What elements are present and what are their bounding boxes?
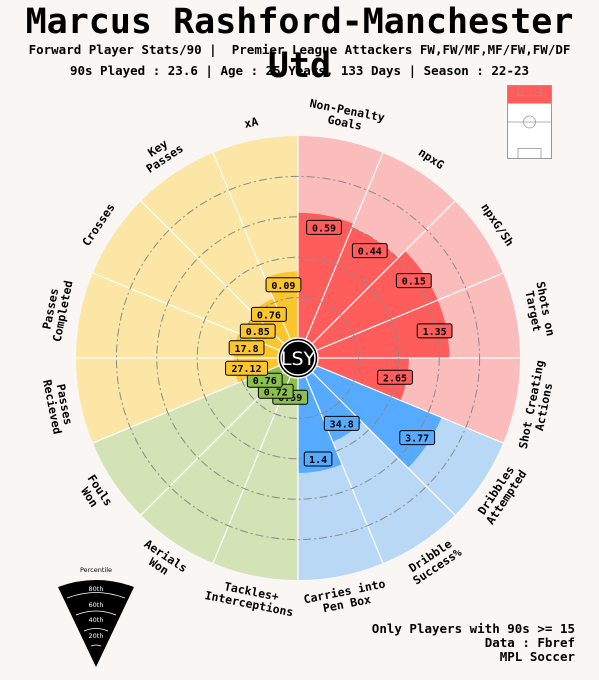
- value-label-box: [250, 306, 287, 322]
- value-label-text: 0.44: [358, 247, 382, 258]
- bg-slice-passes-completed: [76, 273, 280, 358]
- spoke-line: [311, 371, 456, 516]
- gridline-60: [156, 216, 440, 500]
- value-label-text: 1.35: [423, 327, 447, 338]
- value-label-text: 0.76: [253, 376, 277, 387]
- category-label-xa: xA: [243, 114, 259, 130]
- footer-filter-note: Only Players with 90s >= 15: [371, 621, 575, 636]
- bg-slice-aerials-won: [141, 372, 291, 564]
- value-label-box: [323, 415, 360, 431]
- value-label-box: [265, 277, 302, 293]
- value-label-text: 0.15: [402, 277, 426, 288]
- value-label-text: 34.8: [330, 419, 354, 430]
- value-label-crosses: 0.85: [239, 323, 276, 339]
- legend-level-60: 60th: [89, 601, 104, 609]
- footer-credit: MPL Soccer: [499, 649, 575, 664]
- value-label-passes-recieved: 27.12: [225, 360, 269, 376]
- value-label-dribble-success: 34.8: [323, 415, 360, 431]
- legend-level-80: 80th: [89, 585, 104, 593]
- value-label-npxg-sh: 0.15: [395, 273, 432, 289]
- value-label-text: 0.59: [312, 223, 336, 234]
- legend-title: Percentile: [80, 566, 112, 574]
- page-title: Marcus Rashford-Manchester Utd: [25, 2, 574, 86]
- spoke-line: [311, 200, 456, 345]
- percentile-legend: Percentile 80th 60th 40th 20th: [58, 566, 134, 667]
- category-label-key-passes: KeyPasses: [137, 131, 186, 176]
- bg-slice-passes-recieved: [76, 358, 280, 443]
- value-label-text: 3.77: [405, 434, 429, 445]
- value-label-text: 0.76: [257, 310, 281, 321]
- footer-data-source: Data : Fbref: [484, 635, 575, 650]
- value-label-shot-creating-actions: 2.65: [377, 369, 413, 385]
- value-label-box: [225, 360, 269, 376]
- category-label-shots-on-target: Shots onTarget: [521, 280, 558, 340]
- spoke-line: [305, 376, 384, 564]
- value-label-text: 2.65: [383, 373, 407, 384]
- value-label-key-passes: 0.76: [250, 306, 287, 322]
- category-label-line: xA: [243, 114, 259, 130]
- value-label-box: [351, 243, 388, 259]
- value-label-text: 1.4: [309, 455, 327, 466]
- value-label-text: 17.8: [235, 344, 259, 355]
- category-label-line: Goals: [326, 112, 363, 132]
- value-label-dribbles-attempted: 3.77: [399, 430, 436, 446]
- value-label-non-penalty-goals: 0.59: [306, 219, 342, 235]
- bg-slice-fouls-won: [92, 365, 284, 515]
- spoke-line: [212, 376, 291, 564]
- bar-carries-into-pen-box: [298, 376, 342, 473]
- bar-shot-creating-actions: [316, 358, 409, 401]
- gridline-80: [115, 175, 481, 541]
- value-label-text: 0.72: [264, 387, 288, 398]
- value-label-shots-on-target: 1.35: [416, 323, 453, 339]
- bg-slice-crosses: [92, 201, 284, 351]
- bg-slice-key-passes: [141, 152, 291, 344]
- value-label-text: 0.09: [271, 281, 295, 292]
- value-label-box: [399, 430, 436, 446]
- category-label-line: npxG: [416, 145, 447, 172]
- spoke-line: [305, 152, 384, 340]
- value-label-box: [239, 323, 276, 339]
- subtitle-competition: Forward Player Stats/90 | Premier League…: [28, 42, 571, 57]
- gridline-40: [196, 256, 400, 460]
- legend-level-40: 40th: [89, 616, 104, 624]
- bar-shots-on-target: [316, 300, 450, 358]
- category-label-fouls-won: FoulsWon: [74, 472, 115, 516]
- value-label-box: [377, 369, 413, 385]
- category-label-npxg: npxG: [416, 145, 447, 172]
- value-label-xa: 0.09: [265, 277, 302, 293]
- gridline-20: [237, 297, 359, 419]
- bg-slice-tackles-interceptions: [213, 376, 298, 580]
- value-label-npxg: 0.44: [351, 243, 388, 259]
- value-label-box: [395, 273, 432, 289]
- category-label-non-penalty-goals: Non-PenaltyGoals: [306, 96, 386, 137]
- value-label-box: [416, 323, 453, 339]
- category-label-passes-completed: PassesCompleted: [37, 277, 75, 343]
- spoke-line: [316, 365, 504, 444]
- center-ring: [280, 340, 316, 376]
- pitch-position-icon: [507, 85, 552, 159]
- value-label-carries-into-pen-box: 1.4: [303, 451, 333, 467]
- category-label-shot-creating-actions: Shot CreatingActions: [516, 359, 560, 453]
- value-label-passes-completed: 17.8: [228, 340, 265, 356]
- category-label-passes-recieved: PassesRecieved: [40, 376, 77, 436]
- category-label-carries-into-pen-box: Carries intoPen Box: [302, 576, 389, 618]
- category-label-tackles-interceptions: Tackles+Interceptions: [204, 576, 297, 620]
- legend-level-20: 20th: [89, 632, 104, 640]
- value-label-text: 0.85: [246, 327, 270, 338]
- center-logo-text: LSY: [281, 348, 316, 370]
- value-label-text: 27.12: [232, 364, 262, 375]
- value-label-box: [228, 340, 265, 356]
- value-label-box: [306, 219, 342, 235]
- value-label-box: [303, 451, 333, 467]
- spoke-line: [316, 272, 504, 351]
- bar-non-penalty-goals: [298, 212, 354, 340]
- center-circle: [277, 337, 319, 379]
- subtitle-player-info: 90s Played : 23.6 | Age : 25 Years, 133 …: [69, 63, 530, 78]
